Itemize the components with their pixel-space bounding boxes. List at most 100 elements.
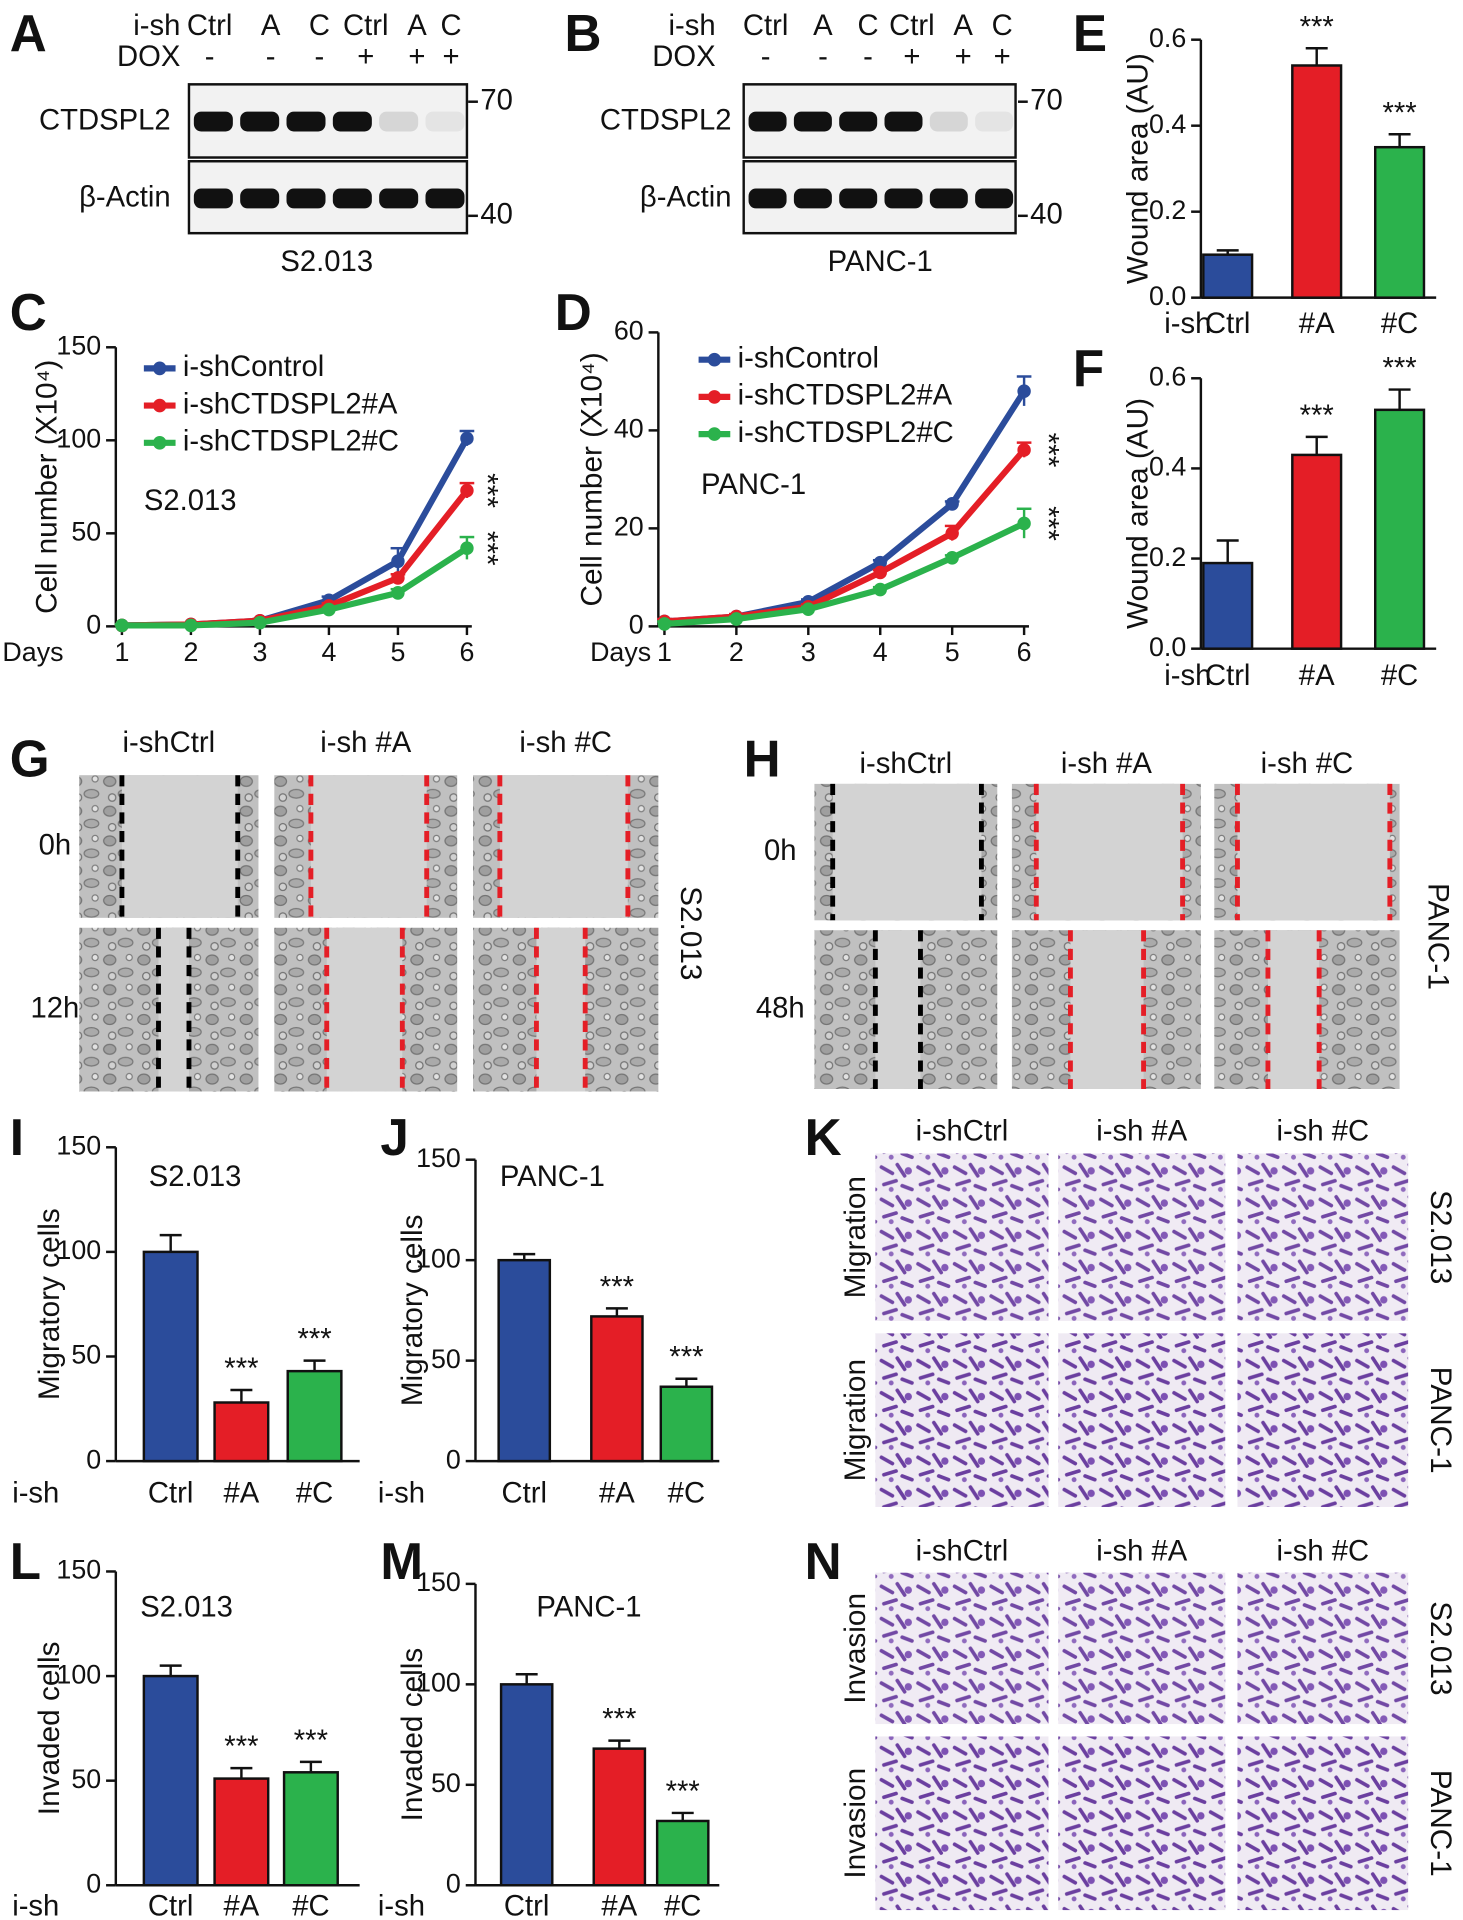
row-label: Migration bbox=[839, 1176, 872, 1298]
bar bbox=[142, 1250, 199, 1463]
band bbox=[379, 188, 419, 209]
significance: *** bbox=[1383, 351, 1418, 384]
wound-gap bbox=[1070, 930, 1144, 1089]
point bbox=[801, 602, 816, 617]
bar bbox=[592, 1747, 647, 1887]
x-tick-label: 5 bbox=[945, 637, 960, 667]
annotation: PANC-1 bbox=[701, 468, 806, 501]
y-axis-label: Invaded cells bbox=[396, 1648, 429, 1822]
bar bbox=[497, 1258, 552, 1463]
band bbox=[884, 188, 923, 209]
x-tick-label: 2 bbox=[183, 637, 198, 667]
x-axis-label: i-sh bbox=[12, 1889, 59, 1920]
panel-letter: B bbox=[564, 4, 601, 62]
point bbox=[873, 582, 887, 597]
cell-line-label: S2.013 bbox=[1424, 1601, 1457, 1695]
point bbox=[391, 571, 405, 585]
x-axis-label: i-sh bbox=[378, 1889, 425, 1920]
legend-label: i-shCTDSPL2#C bbox=[183, 424, 399, 457]
column-label: i-sh #A bbox=[320, 726, 411, 759]
wound-gap bbox=[875, 930, 921, 1089]
y-tick-label: 0.0 bbox=[1149, 632, 1186, 662]
bar bbox=[659, 1385, 714, 1463]
panel-letter: N bbox=[805, 1532, 842, 1590]
legend-marker bbox=[707, 390, 722, 404]
x-axis-label: Days bbox=[2, 637, 63, 667]
micrograph bbox=[1237, 1572, 1409, 1725]
y-tick-label: 0.2 bbox=[1149, 542, 1186, 572]
column-label: i-sh #C bbox=[1261, 747, 1354, 780]
band bbox=[240, 188, 280, 209]
lane-label: C bbox=[857, 9, 878, 42]
panel-letter: L bbox=[10, 1532, 41, 1590]
band bbox=[332, 111, 372, 132]
band bbox=[929, 111, 968, 132]
column-label: i-sh #A bbox=[1061, 747, 1152, 780]
lane-label: C bbox=[992, 9, 1013, 42]
micrograph bbox=[875, 1153, 1049, 1321]
bar bbox=[1202, 253, 1254, 299]
micrograph bbox=[875, 1333, 1049, 1507]
bar bbox=[1291, 64, 1343, 299]
column-label: i-shCtrl bbox=[916, 1535, 1009, 1568]
blot bbox=[742, 83, 1017, 159]
bar bbox=[213, 1401, 270, 1463]
x-axis-label: i-sh bbox=[1164, 659, 1211, 692]
legend-marker bbox=[707, 427, 722, 441]
legend-label: i-shCTDSPL2#A bbox=[183, 387, 398, 420]
micrograph bbox=[1237, 1333, 1409, 1507]
y-tick-label: 0 bbox=[446, 1868, 461, 1898]
point bbox=[460, 483, 474, 498]
y-tick-label: 0 bbox=[86, 1868, 101, 1898]
y-tick-label: 60 bbox=[614, 315, 644, 345]
y-tick-label: 100 bbox=[416, 1667, 461, 1697]
significance: *** bbox=[1383, 96, 1418, 129]
y-tick-label: 150 bbox=[56, 330, 101, 360]
x-tick-label: 6 bbox=[459, 637, 474, 667]
marker-label: 70 bbox=[480, 83, 513, 116]
row-label: DOX bbox=[652, 40, 716, 73]
band bbox=[193, 111, 233, 132]
treatment-sign: - bbox=[205, 40, 215, 73]
series-line bbox=[664, 520, 1026, 628]
point bbox=[945, 550, 959, 565]
lane-label: Ctrl bbox=[743, 9, 788, 42]
y-tick-label: 0.6 bbox=[1149, 361, 1186, 391]
significance: *** bbox=[1031, 506, 1064, 541]
protein-label: CTDSPL2 bbox=[600, 103, 732, 136]
band bbox=[240, 111, 280, 132]
series-line bbox=[121, 545, 469, 629]
band bbox=[793, 111, 832, 132]
y-axis-label: Migratory cells bbox=[396, 1214, 429, 1406]
treatment-sign: + bbox=[408, 40, 425, 73]
treatment-sign: - bbox=[761, 40, 771, 73]
band bbox=[839, 188, 878, 209]
x-tick-label: #A bbox=[224, 1476, 260, 1509]
lane-label: Ctrl bbox=[343, 9, 388, 42]
micrograph bbox=[1237, 1736, 1409, 1911]
point bbox=[873, 555, 887, 570]
legend-label: i-shControl bbox=[183, 350, 324, 383]
treatment-sign: - bbox=[315, 40, 325, 73]
x-tick-label: 3 bbox=[252, 637, 267, 667]
x-tick-label: Ctrl bbox=[148, 1476, 193, 1509]
bar bbox=[1374, 408, 1426, 650]
x-tick-label: 3 bbox=[801, 637, 816, 667]
treatment-sign: + bbox=[955, 40, 972, 73]
point bbox=[322, 602, 336, 617]
wound-gap bbox=[499, 775, 628, 918]
blot bbox=[742, 160, 1017, 235]
significance: *** bbox=[1300, 10, 1335, 43]
row-label: i-sh bbox=[133, 9, 180, 42]
protein-label: β-Actin bbox=[640, 180, 732, 213]
treatment-sign: - bbox=[818, 40, 828, 73]
band bbox=[748, 111, 787, 132]
x-tick-label: 5 bbox=[390, 637, 405, 667]
lane-label: C bbox=[441, 9, 462, 42]
row-label: Invasion bbox=[839, 1768, 872, 1879]
significance: *** bbox=[1031, 433, 1064, 468]
y-tick-label: 150 bbox=[56, 1554, 101, 1584]
y-tick-label: 0.0 bbox=[1149, 281, 1186, 311]
y-tick-label: 50 bbox=[431, 1344, 461, 1374]
y-tick-label: 50 bbox=[71, 1764, 101, 1794]
